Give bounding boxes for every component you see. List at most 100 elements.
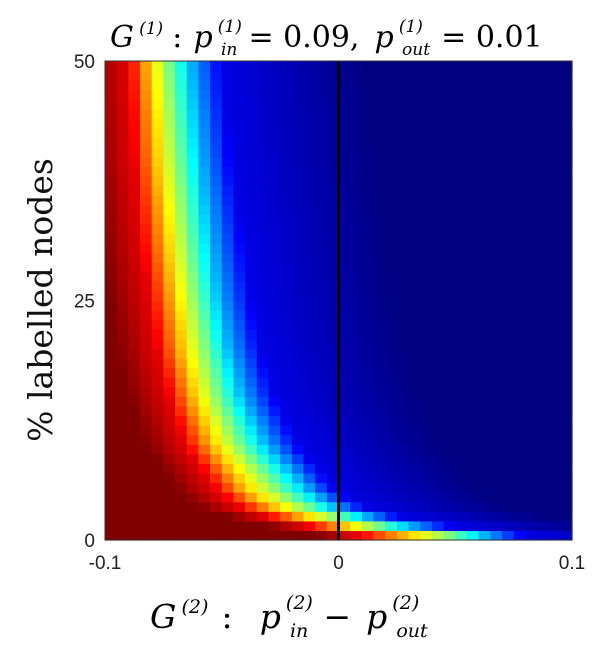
heatmap-cell [466,357,480,369]
heatmap-cell [478,511,491,522]
heatmap-cell [221,223,235,235]
heatmap-cell [396,99,410,110]
heatmap-cell [560,472,573,484]
heatmap-cell [443,530,456,541]
heatmap-cell [420,290,433,302]
heatmap-cell [151,425,164,436]
heatmap-cell [303,434,316,445]
heatmap-cell [198,290,211,302]
heatmap-cell [361,156,375,167]
heatmap-cell [221,453,235,464]
heatmap-cell [478,300,491,311]
heatmap-cell [326,185,340,196]
heatmap-cell [431,444,445,455]
heatmap-cell [116,386,129,397]
heatmap-cell [163,80,176,91]
heatmap-cell [350,262,363,273]
heatmap-cell [116,520,129,532]
heatmap-cell [175,252,188,263]
heatmap-cell [105,329,118,340]
heatmap-cell [478,463,491,474]
heatmap-cell [280,511,293,522]
heatmap-cell [373,156,386,167]
heatmap-cell [478,80,491,91]
heatmap-cell [338,377,351,388]
heatmap-cell [151,108,164,120]
heatmap-cell [455,271,468,282]
heatmap-cell [490,137,503,148]
heatmap-cell [385,319,398,330]
heatmap-cell [373,252,386,263]
heatmap-cell [420,99,433,110]
heatmap-cell [186,319,199,330]
heatmap-cell [268,377,281,388]
heatmap-cell [513,147,526,158]
heatmap-cell [303,281,316,292]
heatmap-cell [408,262,421,273]
heatmap-cell [490,243,503,254]
heatmap-cell [268,243,281,254]
heatmap-cell [501,128,515,139]
heatmap-cell [326,271,340,282]
heatmap-cell [501,501,515,512]
heatmap-cell [256,61,270,72]
heatmap-cell [221,271,235,282]
heatmap-cell [268,80,281,91]
heatmap-cell [338,262,351,273]
heatmap-cell [186,463,199,474]
heatmap-cell [548,290,561,302]
heatmap-cell [163,243,176,254]
heatmap-cell [256,530,270,541]
heatmap-cell [490,128,503,139]
heatmap-cell [291,204,305,215]
heatmap-cell [525,175,538,187]
heatmap-cell [361,262,375,273]
heatmap-cell [408,386,421,397]
heatmap-cell [466,396,480,407]
heatmap-cell [455,492,468,503]
heatmap-cell [221,482,235,493]
heatmap-cell [536,185,550,196]
heatmap-cell [198,262,211,273]
heatmap-cell [513,310,526,321]
heatmap-cell [396,434,410,445]
heatmap-cell [105,396,118,407]
heatmap-cell [221,357,235,369]
heatmap-cell [105,425,118,436]
heatmap-cell [105,444,118,455]
heatmap-cell [548,223,561,235]
x-tick-label: 0 [333,553,344,574]
heatmap-cell [443,310,456,321]
heatmap-cell [198,175,211,187]
heatmap-cell [291,453,305,464]
heatmap-cell [198,472,211,484]
heatmap-cell [385,472,398,484]
heatmap-cell [210,128,223,139]
heatmap-cell [478,444,491,455]
heatmap-cell [256,310,270,321]
heatmap-cell [513,233,526,244]
heatmap-cell [210,492,223,503]
heatmap-cell [385,185,398,196]
heatmap-cell [105,501,118,512]
heatmap-cell [490,530,503,541]
heatmap-cell [245,530,258,541]
heatmap-cell [105,338,118,349]
heatmap-cell [233,281,246,292]
heatmap-cell [361,108,375,120]
heatmap-cell [221,281,235,292]
heatmap-cell [163,520,176,532]
heatmap-cell [490,472,503,484]
heatmap-cell [338,223,351,235]
heatmap-cell [455,118,468,129]
heatmap-cell [245,405,258,417]
heatmap-cell [350,482,363,493]
heatmap-cell [233,108,246,120]
heatmap-cell [396,61,410,72]
heatmap-cell [140,386,153,397]
heatmap-cell [536,195,550,206]
heatmap-cell [198,453,211,464]
heatmap-cell [385,386,398,397]
heatmap-cell [256,319,270,330]
heatmap-cell [478,128,491,139]
